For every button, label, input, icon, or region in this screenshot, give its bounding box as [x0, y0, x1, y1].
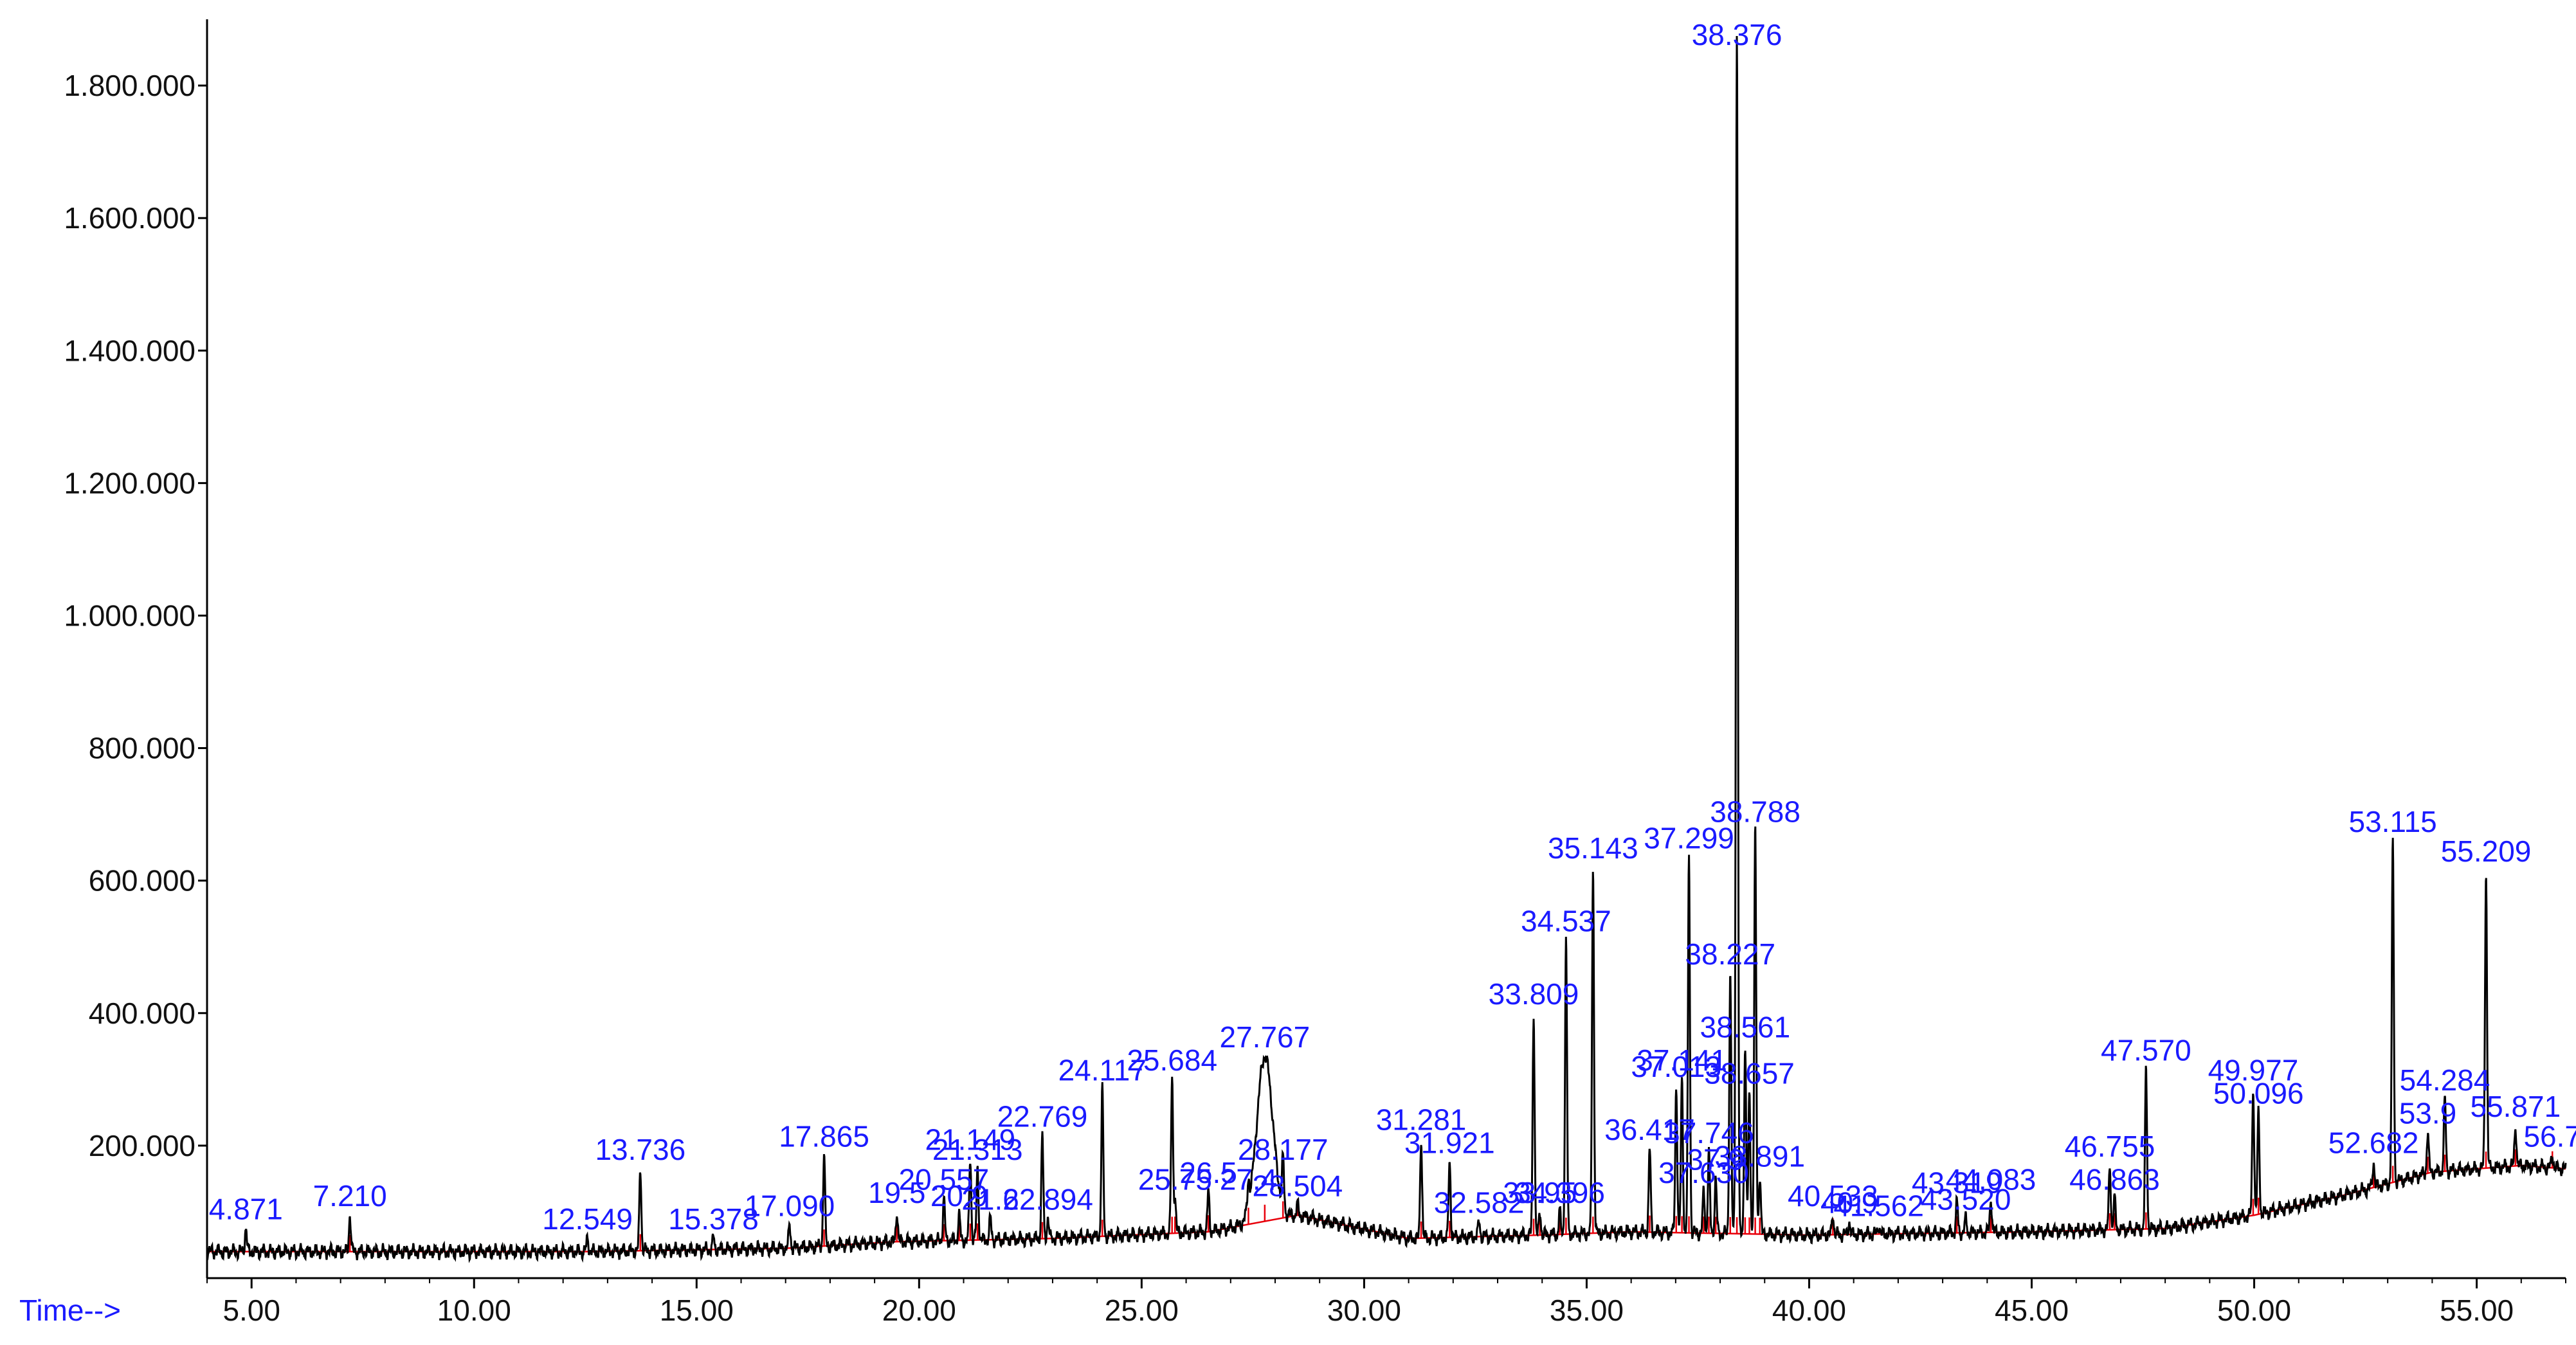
peak-label: 54.284 — [2400, 1063, 2490, 1097]
axis-layer: 200.000 400.000 600.000 800.000 1.000.000 1.2… — [19, 19, 2566, 1327]
peak-label: 21.6 — [961, 1182, 1019, 1216]
peak-label: 53.9 — [2399, 1096, 2457, 1130]
peak-label: 55.209 — [2441, 835, 2532, 868]
peak-label: 19.5 — [868, 1176, 926, 1209]
peak-label: 44.083 — [1946, 1162, 2036, 1196]
peak-label: 12.549 — [542, 1202, 633, 1236]
peak-label: 26.5 — [1179, 1156, 1237, 1189]
peak-label: 28.504 — [1253, 1169, 1343, 1203]
x-tick-label: 50.00 — [2217, 1294, 2291, 1327]
peak-label: 31.921 — [1404, 1126, 1495, 1160]
x-tick-label: 25.00 — [1105, 1294, 1179, 1327]
peak-label: 24.117 — [1058, 1053, 1147, 1087]
chromatogram-trace — [206, 35, 2567, 1263]
peak-label: 49.977 — [2208, 1053, 2299, 1087]
peak-label: 37.746 — [1664, 1116, 1754, 1150]
peak-label: 20.9 — [930, 1179, 988, 1213]
y-tick-label: 600.000 — [89, 864, 195, 898]
peak-label: 37.013 — [1631, 1050, 1721, 1083]
x-tick-label: 20.00 — [882, 1294, 956, 1327]
peak-label: 21.313 — [932, 1133, 1023, 1166]
x-tick-label: 40.00 — [1772, 1294, 1846, 1327]
peak-label: 31.281 — [1376, 1103, 1467, 1137]
peak-label: 55.871 — [2471, 1090, 2561, 1123]
peak-label: 34.396 — [1514, 1176, 1605, 1209]
x-tick-label: 10.00 — [437, 1294, 511, 1327]
trace-layer — [206, 35, 2567, 1263]
peak-label: 37.630 — [1658, 1156, 1749, 1189]
peak-label: 27.4 — [1220, 1162, 1278, 1196]
y-tick-label: 200.000 — [89, 1129, 195, 1162]
x-tick-label: 15.00 — [660, 1294, 734, 1327]
peak-label: 47.570 — [2101, 1033, 2191, 1067]
peak-label: 28.177 — [1238, 1133, 1329, 1166]
peak-label: 22.894 — [1002, 1182, 1093, 1216]
peak-label: 32.582 — [1434, 1186, 1525, 1219]
peak-label: 43.520 — [1921, 1182, 2011, 1216]
x-tick-label: 45.00 — [1995, 1294, 2069, 1327]
peak-label: 40.9 — [1820, 1186, 1878, 1219]
y-tick-label: 1.000.000 — [64, 599, 195, 632]
peak-label: 56.7 — [2523, 1119, 2576, 1153]
peak-label: 41.562 — [1833, 1189, 1924, 1223]
peak-label: 40.533 — [1788, 1179, 1878, 1213]
peak-label: 21.149 — [925, 1123, 1015, 1157]
x-axis-label: Time--> — [19, 1294, 121, 1327]
x-tick-label: 35.00 — [1550, 1294, 1624, 1327]
x-tick-label: 55.00 — [2440, 1294, 2514, 1327]
peak-label: 25.75 — [1138, 1162, 1212, 1196]
peak-label: 7.210 — [313, 1179, 387, 1213]
peak-label: 35.143 — [1548, 831, 1638, 865]
peak-label: 37.9 — [1687, 1142, 1745, 1176]
peak-label: 34.537 — [1521, 904, 1611, 937]
peak-label: 43.319 — [1912, 1166, 2002, 1199]
peak-label: 20.557 — [899, 1162, 990, 1196]
x-tick-label: 30.00 — [1327, 1294, 1401, 1327]
y-tick-label: 800.000 — [89, 732, 195, 765]
peak-label: 37.141 — [1637, 1043, 1727, 1077]
peak-label: 53.115 — [2348, 805, 2436, 838]
peak-label: 38.227 — [1685, 937, 1775, 971]
peak-label: 27.767 — [1220, 1020, 1311, 1054]
peak-label: 25.684 — [1127, 1043, 1217, 1077]
peak-label: 17.865 — [779, 1119, 869, 1153]
peak-label: 33.809 — [1489, 977, 1579, 1011]
peak-label: 38.376 — [1692, 18, 1782, 51]
peak-label: 38.561 — [1700, 1010, 1791, 1043]
peak-label: 22.769 — [997, 1099, 1088, 1133]
peak-label: 50.096 — [2213, 1076, 2304, 1110]
peak-label: 37.299 — [1644, 822, 1734, 855]
peak-label: 38.788 — [1710, 795, 1800, 828]
peak-label: 38.891 — [1714, 1139, 1805, 1173]
peak-label: 4.871 — [209, 1193, 283, 1226]
peak-label: 33.95 — [1503, 1176, 1577, 1209]
y-tick-label: 1.200.000 — [64, 466, 195, 500]
peak-label: 46.755 — [2065, 1130, 2155, 1163]
x-tick-label: 5.00 — [222, 1294, 280, 1327]
y-tick-label: 1.800.000 — [64, 69, 195, 102]
peak-label: 46.863 — [2069, 1162, 2160, 1196]
peak-label: 36.417 — [1604, 1113, 1695, 1146]
peak-label: 52.682 — [2328, 1126, 2419, 1160]
peak-label: 13.736 — [595, 1133, 685, 1166]
peak-label: 17.090 — [745, 1189, 835, 1223]
y-tick-label: 400.000 — [89, 997, 195, 1030]
y-tick-label: 1.600.000 — [64, 201, 195, 235]
y-tick-label: 1.400.000 — [64, 334, 195, 367]
peak-label: 38.657 — [1704, 1056, 1795, 1090]
peak-label: 15.378 — [668, 1202, 759, 1236]
